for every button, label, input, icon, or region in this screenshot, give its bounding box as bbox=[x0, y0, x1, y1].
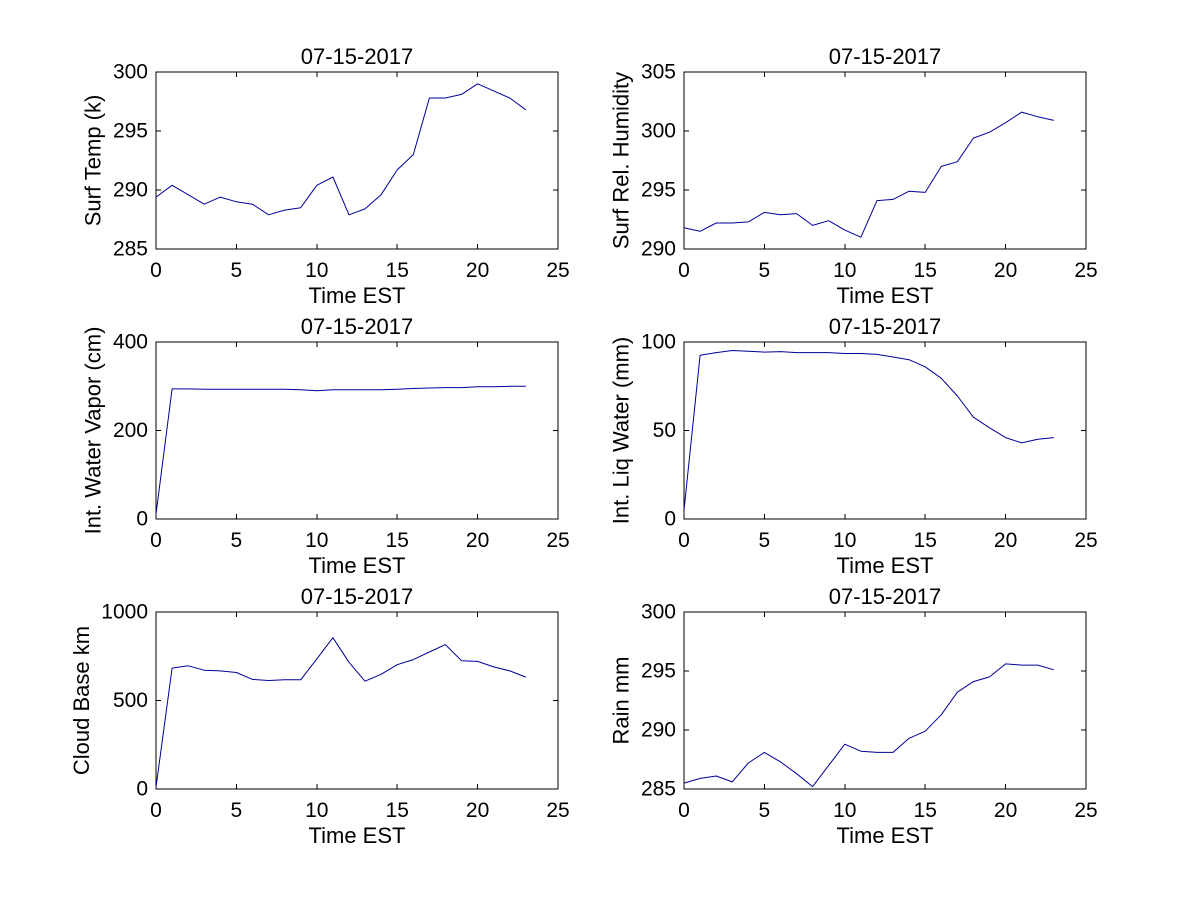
subplot-cloud-base: 07-15-2017 Cloud Base km Time EST 0 5 10 15… bbox=[69, 584, 570, 848]
plot-title: 07-15-2017 bbox=[301, 44, 414, 69]
x-tick-label: 15 bbox=[914, 529, 937, 552]
y-tick-label: 290 bbox=[641, 238, 676, 261]
data-line bbox=[683, 663, 1054, 788]
plot-title: 07-15-2017 bbox=[301, 584, 414, 609]
x-tick-label: 0 bbox=[150, 529, 162, 552]
y-axis-label: Int. Liq Water (mm) bbox=[608, 337, 633, 524]
x-tick-label: 10 bbox=[305, 259, 328, 282]
axes-box bbox=[683, 341, 1087, 520]
x-tick-label: 5 bbox=[759, 529, 771, 552]
y-axis-label: Rain mm bbox=[608, 656, 633, 744]
y-tick-label: 295 bbox=[641, 179, 676, 202]
subplot-surf-temp: 07-15-2017 Surf Temp (k) Time EST 0 5 10 15… bbox=[80, 44, 569, 308]
x-tick-label: 25 bbox=[546, 259, 569, 282]
subplot-int-water-vapor: 07-15-2017 Int. Water Vapor (cm) Time ES… bbox=[80, 314, 569, 578]
axes-box bbox=[155, 341, 559, 520]
y-axis-label: Surf Rel. Humidity bbox=[608, 72, 633, 249]
x-tick-label: 10 bbox=[833, 529, 856, 552]
y-tick-label: 400 bbox=[113, 331, 148, 354]
x-axis-label: Time EST bbox=[837, 283, 934, 308]
x-axis-label: Time EST bbox=[837, 823, 934, 848]
plot-title: 07-15-2017 bbox=[829, 44, 942, 69]
x-tick-label: 0 bbox=[678, 259, 690, 282]
x-tick-label: 5 bbox=[759, 799, 771, 822]
x-tick-label: 25 bbox=[1074, 259, 1097, 282]
x-axis-label: Time EST bbox=[309, 553, 406, 578]
y-tick-label: 290 bbox=[641, 719, 676, 742]
data-line bbox=[683, 111, 1054, 238]
y-tick-label: 300 bbox=[113, 61, 148, 84]
y-tick-label: 295 bbox=[641, 660, 676, 683]
y-axis-label: Cloud Base km bbox=[69, 626, 94, 775]
y-axis-label: Int. Water Vapor (cm) bbox=[80, 327, 105, 535]
y-tick-label: 285 bbox=[113, 238, 148, 261]
data-line bbox=[683, 350, 1054, 511]
x-tick-label: 10 bbox=[833, 259, 856, 282]
y-axis-label: Surf Temp (k) bbox=[80, 95, 105, 227]
data-line bbox=[155, 83, 527, 216]
x-tick-label: 15 bbox=[386, 799, 409, 822]
axes-box bbox=[683, 611, 1087, 790]
data-line bbox=[155, 385, 526, 515]
x-tick-label: 20 bbox=[466, 799, 489, 822]
data-line bbox=[155, 637, 526, 788]
y-tick-label: 295 bbox=[113, 120, 148, 143]
axes-box bbox=[683, 71, 1087, 250]
y-tick-label: 0 bbox=[136, 778, 148, 801]
y-tick-label: 200 bbox=[113, 419, 148, 442]
x-axis-label: Time EST bbox=[309, 823, 406, 848]
x-tick-label: 25 bbox=[546, 529, 569, 552]
subplot-int-liq-water: 07-15-2017 Int. Liq Water (mm) Time EST … bbox=[608, 314, 1097, 578]
x-tick-label: 15 bbox=[914, 799, 937, 822]
y-tick-label: 0 bbox=[136, 508, 148, 531]
subplot-rain: 07-15-2017 Rain mm Time EST 0 5 10 15 20 25 28… bbox=[608, 584, 1097, 848]
subplot-surf-rel-humidity: 07-15-2017 Surf Rel. Humidity Time EST 0… bbox=[608, 44, 1097, 308]
x-tick-label: 10 bbox=[305, 799, 328, 822]
x-tick-label: 10 bbox=[833, 799, 856, 822]
plot-title: 07-15-2017 bbox=[301, 314, 414, 339]
plot-title: 07-15-2017 bbox=[829, 584, 942, 609]
plot-title: 07-15-2017 bbox=[829, 314, 942, 339]
x-tick-label: 5 bbox=[231, 259, 243, 282]
y-tick-label: 100 bbox=[641, 331, 676, 354]
x-tick-label: 25 bbox=[546, 799, 569, 822]
x-tick-label: 10 bbox=[305, 529, 328, 552]
y-tick-label: 300 bbox=[641, 601, 676, 624]
x-tick-label: 25 bbox=[1074, 529, 1097, 552]
x-tick-label: 15 bbox=[914, 259, 937, 282]
y-tick-label: 285 bbox=[641, 778, 676, 801]
x-tick-label: 20 bbox=[466, 529, 489, 552]
y-tick-label: 290 bbox=[113, 179, 148, 202]
x-tick-label: 15 bbox=[386, 259, 409, 282]
x-axis-label: Time EST bbox=[309, 283, 406, 308]
x-tick-label: 0 bbox=[150, 259, 162, 282]
y-tick-label: 305 bbox=[641, 61, 676, 84]
x-tick-label: 5 bbox=[231, 529, 243, 552]
x-axis-label: Time EST bbox=[837, 553, 934, 578]
x-tick-label: 20 bbox=[994, 799, 1017, 822]
x-tick-label: 0 bbox=[678, 529, 690, 552]
axes-box bbox=[155, 71, 559, 250]
x-tick-label: 20 bbox=[466, 259, 489, 282]
y-tick-label: 1000 bbox=[101, 601, 148, 624]
x-tick-label: 25 bbox=[1074, 799, 1097, 822]
x-tick-label: 5 bbox=[231, 799, 243, 822]
x-tick-label: 0 bbox=[150, 799, 162, 822]
y-tick-label: 0 bbox=[664, 508, 676, 531]
y-tick-label: 500 bbox=[113, 689, 148, 712]
x-tick-label: 20 bbox=[994, 529, 1017, 552]
x-tick-label: 5 bbox=[759, 259, 771, 282]
x-tick-label: 0 bbox=[678, 799, 690, 822]
x-tick-label: 20 bbox=[994, 259, 1017, 282]
axes-box bbox=[155, 611, 559, 790]
y-tick-label: 300 bbox=[641, 120, 676, 143]
x-tick-label: 15 bbox=[386, 529, 409, 552]
y-tick-label: 50 bbox=[653, 419, 676, 442]
